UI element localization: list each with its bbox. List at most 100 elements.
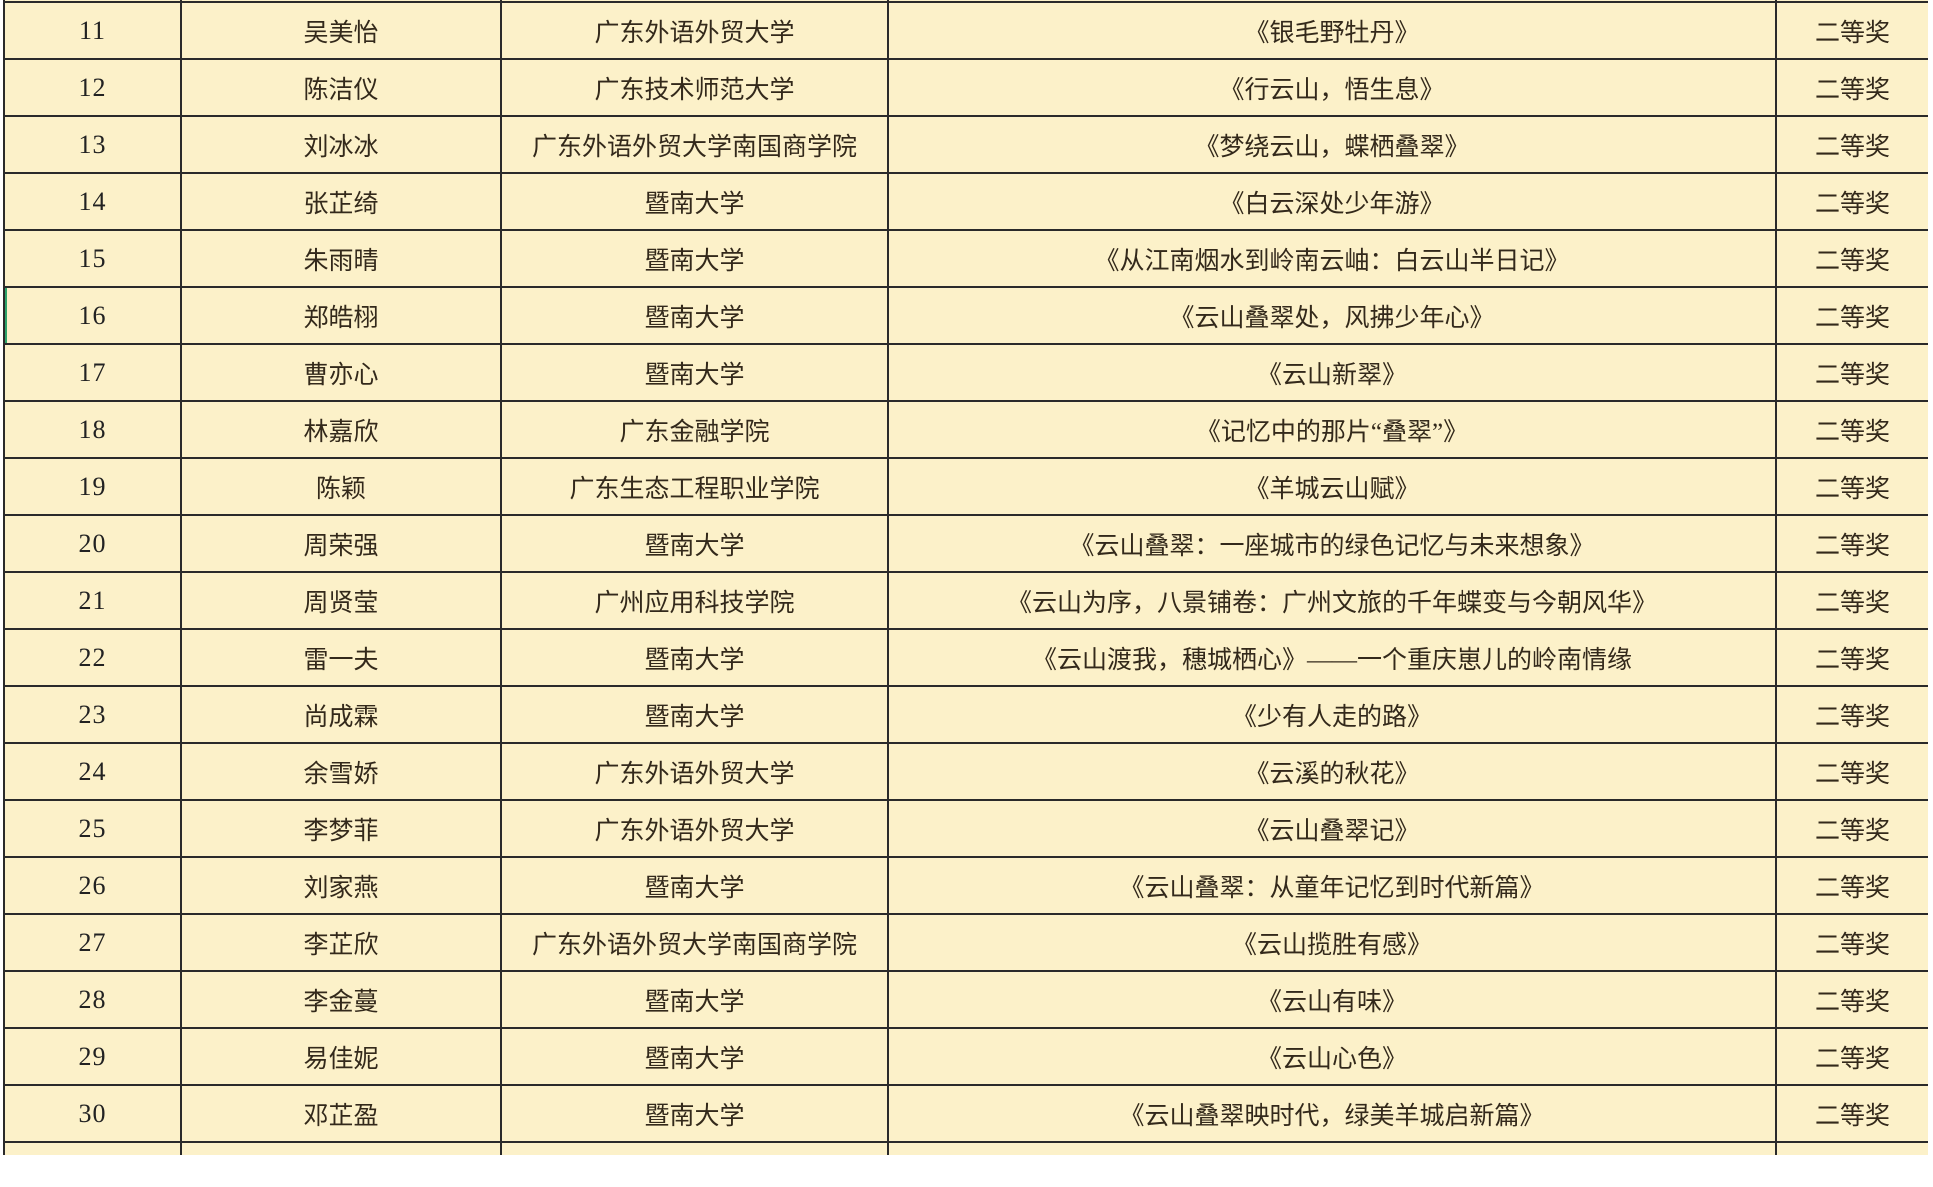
cell-award-level[interactable]: 二等奖 <box>1775 1027 1928 1086</box>
cell-work-title[interactable]: 《云山叠翠：一座城市的绿色记忆与未来想象》 <box>887 514 1777 573</box>
cell-work-title[interactable]: 《从江南烟水到岭南云岫：白云山半日记》 <box>887 229 1777 288</box>
cell-award-level[interactable]: 二等奖 <box>1775 343 1928 402</box>
cell-award-level[interactable]: 二等奖 <box>1775 286 1928 345</box>
cell-work-title[interactable]: 《云山叠翠记》 <box>887 799 1777 858</box>
cell-school[interactable]: 暨南大学 <box>500 286 889 345</box>
cell-award-level[interactable]: 二等奖 <box>1775 115 1928 174</box>
cell-award-level[interactable]: 二等奖 <box>1775 685 1928 744</box>
cell-row-number[interactable]: 19 <box>3 457 182 516</box>
cell-author-name[interactable]: 陈洁仪 <box>180 58 502 117</box>
cell-award-level[interactable]: 二等奖 <box>1775 970 1928 1029</box>
cell-work-title[interactable]: 《云山新翠》 <box>887 343 1777 402</box>
cell-award-level[interactable]: 二等奖 <box>1775 571 1928 630</box>
cell-school[interactable]: 暨南大学 <box>500 229 889 288</box>
cell-work-title[interactable]: 《云山渡我，穗城栖心》——一个重庆崽儿的岭南情缘 <box>887 628 1777 687</box>
cell-row-number[interactable]: 12 <box>3 58 182 117</box>
cell-award-level[interactable]: 二等奖 <box>1775 856 1928 915</box>
cell-row-number[interactable]: 25 <box>3 799 182 858</box>
cell-school[interactable]: 广东外语外贸大学 <box>500 742 889 801</box>
cell-row-number[interactable]: 27 <box>3 913 182 972</box>
cell-work-title[interactable]: 《记忆中的那片“叠翠”》 <box>887 400 1777 459</box>
cell-author-name[interactable]: 朱雨晴 <box>180 229 502 288</box>
cell-row-number[interactable]: 14 <box>3 172 182 231</box>
cell-school[interactable]: 广东金融学院 <box>500 400 889 459</box>
cell-work-title[interactable]: 《白云深处少年游》 <box>887 172 1777 231</box>
cell-work-title[interactable]: 《羊城云山赋》 <box>887 457 1777 516</box>
cell-school[interactable]: 暨南大学 <box>500 970 889 1029</box>
cell-award-level[interactable]: 二等奖 <box>1775 229 1928 288</box>
cell-work-title[interactable]: 《行云山，悟生息》 <box>887 58 1777 117</box>
cell-school[interactable]: 广州应用科技学院 <box>500 571 889 630</box>
cell-author-name[interactable]: 邓芷盈 <box>180 1084 502 1143</box>
cell-school[interactable]: 广东外语外贸大学 <box>500 1 889 60</box>
cell-row-number[interactable]: 18 <box>3 400 182 459</box>
cell-school[interactable]: 广东外语外贸大学南国商学院 <box>500 913 889 972</box>
cell-award-level[interactable]: 二等奖 <box>1775 400 1928 459</box>
cell-award-level[interactable]: 二等奖 <box>1775 1084 1928 1143</box>
cell-work-title[interactable]: 《云山叠翠：从童年记忆到时代新篇》 <box>887 856 1777 915</box>
cell-award-level[interactable]: 二等奖 <box>1775 628 1928 687</box>
cell-school[interactable]: 暨南大学 <box>500 1027 889 1086</box>
cell-row-number[interactable]: 23 <box>3 685 182 744</box>
cell-work-title[interactable]: 《云山揽胜有感》 <box>887 913 1777 972</box>
cell-school[interactable]: 广东外语外贸大学南国商学院 <box>500 115 889 174</box>
cell-author-name[interactable]: 吴美怡 <box>180 1 502 60</box>
cell-author-name[interactable]: 周荣强 <box>180 514 502 573</box>
cell-author-name[interactable]: 周贤莹 <box>180 571 502 630</box>
cell-author-name[interactable]: 尚成霖 <box>180 685 502 744</box>
cell-school[interactable]: 广东生态工程职业学院 <box>500 457 889 516</box>
cell-row-number[interactable]: 21 <box>3 571 182 630</box>
cell-school[interactable]: 广东外语外贸大学 <box>500 799 889 858</box>
cell-author-name[interactable]: 陈颖 <box>180 457 502 516</box>
cell-award-level[interactable]: 二等奖 <box>1775 172 1928 231</box>
cell-author-name[interactable]: 曹亦心 <box>180 343 502 402</box>
cell-author-name[interactable]: 李梦菲 <box>180 799 502 858</box>
cell-work-title[interactable]: 《云山为序，八景铺卷：广州文旅的千年蝶变与今朝风华》 <box>887 571 1777 630</box>
cell-author-name[interactable]: 李金蔓 <box>180 970 502 1029</box>
cell-award-level[interactable]: 二等奖 <box>1775 1 1928 60</box>
cell-row-number[interactable]: 30 <box>3 1084 182 1143</box>
cell-row-number[interactable]: 20 <box>3 514 182 573</box>
cell-author-name[interactable]: 林嘉欣 <box>180 400 502 459</box>
cell-award-level[interactable]: 二等奖 <box>1775 913 1928 972</box>
cell-award-level[interactable]: 二等奖 <box>1775 58 1928 117</box>
cell-row-number[interactable]: 28 <box>3 970 182 1029</box>
cell-row-number[interactable]: 13 <box>3 115 182 174</box>
cell-work-title[interactable]: 《云山叠翠映时代，绿美羊城启新篇》 <box>887 1084 1777 1143</box>
cell-school[interactable]: 暨南大学 <box>500 856 889 915</box>
cell-work-title[interactable]: 《梦绕云山，蝶栖叠翠》 <box>887 115 1777 174</box>
cell-row-number[interactable]: 16 <box>3 286 182 345</box>
cell-author-name[interactable]: 李芷欣 <box>180 913 502 972</box>
cell-row-number[interactable]: 17 <box>3 343 182 402</box>
cell-school[interactable]: 暨南大学 <box>500 685 889 744</box>
cell-school[interactable]: 暨南大学 <box>500 172 889 231</box>
cell-author-name[interactable]: 郑皓栩 <box>180 286 502 345</box>
cell-author-name[interactable]: 张芷绮 <box>180 172 502 231</box>
cell-work-title[interactable]: 《云溪的秋花》 <box>887 742 1777 801</box>
cell-work-title[interactable]: 《云山心色》 <box>887 1027 1777 1086</box>
cell-author-name[interactable]: 余雪娇 <box>180 742 502 801</box>
cell-author-name[interactable]: 刘家燕 <box>180 856 502 915</box>
cell-school[interactable]: 暨南大学 <box>500 343 889 402</box>
cell-row-number[interactable]: 22 <box>3 628 182 687</box>
cell-row-number[interactable]: 24 <box>3 742 182 801</box>
cell-award-level[interactable]: 二等奖 <box>1775 742 1928 801</box>
cell-work-title[interactable]: 《云山有味》 <box>887 970 1777 1029</box>
cell-school[interactable]: 暨南大学 <box>500 628 889 687</box>
cell-author-name[interactable]: 易佳妮 <box>180 1027 502 1086</box>
cell-award-level[interactable]: 二等奖 <box>1775 799 1928 858</box>
cell-row-number[interactable]: 15 <box>3 229 182 288</box>
cell-school[interactable]: 暨南大学 <box>500 514 889 573</box>
cell-author-name[interactable]: 雷一夫 <box>180 628 502 687</box>
cell-work-title[interactable]: 《少有人走的路》 <box>887 685 1777 744</box>
cell-award-level[interactable]: 二等奖 <box>1775 457 1928 516</box>
cell-award-level[interactable]: 二等奖 <box>1775 514 1928 573</box>
cell-row-number[interactable]: 11 <box>3 1 182 60</box>
cell-school[interactable]: 暨南大学 <box>500 1084 889 1143</box>
cell-row-number[interactable]: 29 <box>3 1027 182 1086</box>
cell-work-title[interactable]: 《云山叠翠处，风拂少年心》 <box>887 286 1777 345</box>
cell-author-name[interactable]: 刘冰冰 <box>180 115 502 174</box>
cell-school[interactable]: 广东技术师范大学 <box>500 58 889 117</box>
cell-work-title[interactable]: 《银毛野牡丹》 <box>887 1 1777 60</box>
cell-row-number[interactable]: 26 <box>3 856 182 915</box>
